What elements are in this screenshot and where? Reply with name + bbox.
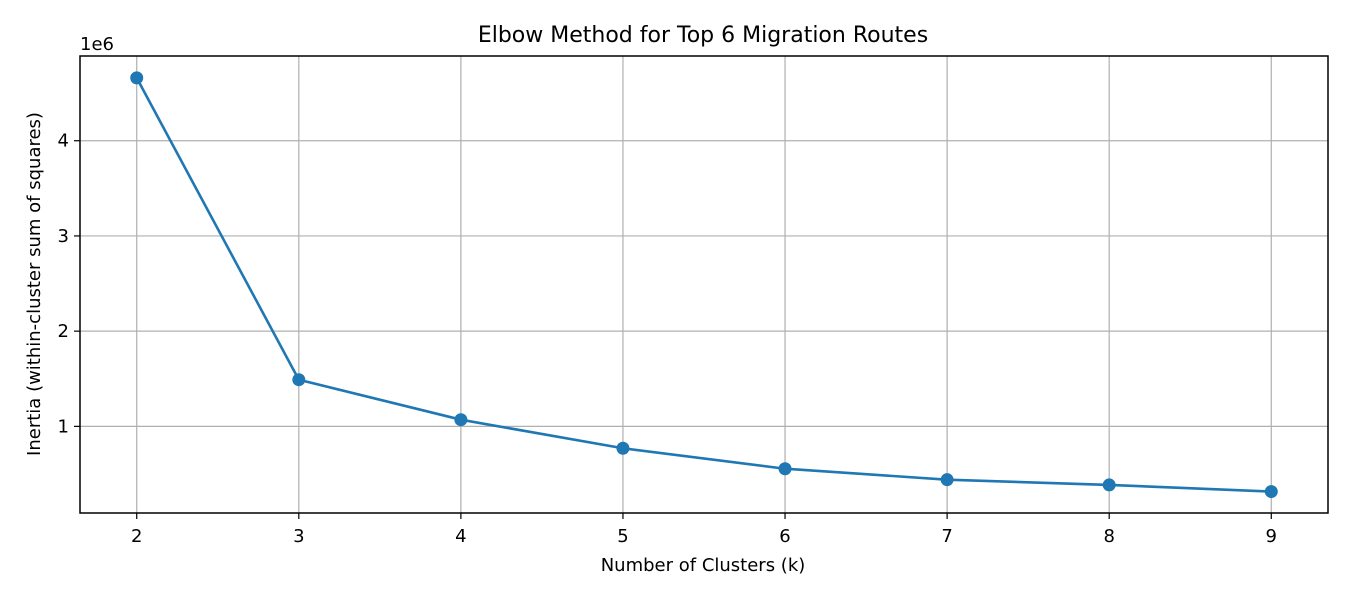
data-point bbox=[616, 441, 630, 455]
data-point bbox=[454, 413, 468, 427]
x-tick-label: 2 bbox=[131, 526, 142, 547]
plot-frame bbox=[79, 55, 1329, 514]
grid-lines bbox=[80, 56, 1328, 513]
x-tick-label: 4 bbox=[455, 526, 466, 547]
data-point bbox=[130, 71, 144, 85]
y-tick-label: 2 bbox=[58, 321, 69, 342]
y-tick-label: 4 bbox=[58, 131, 69, 152]
x-axis-ticks: 2 3 4 5 6 7 8 9 bbox=[131, 513, 1277, 547]
y-axis-label: Inertia (within-cluster sum of squares) bbox=[24, 112, 45, 456]
data-point bbox=[1102, 478, 1116, 492]
x-tick-label: 6 bbox=[779, 526, 790, 547]
x-tick-label: 3 bbox=[293, 526, 304, 547]
y-tick-label: 3 bbox=[58, 226, 69, 247]
series-group bbox=[130, 71, 1278, 499]
x-tick-label: 7 bbox=[941, 526, 952, 547]
y-axis-ticks: 1 2 3 4 bbox=[58, 131, 80, 437]
x-tick-label: 8 bbox=[1103, 526, 1114, 547]
series-line bbox=[135, 77, 1272, 493]
data-point bbox=[778, 462, 792, 476]
y-tick-label: 1 bbox=[58, 416, 69, 437]
y-axis-offset-label: 1e6 bbox=[80, 34, 114, 55]
data-point bbox=[1264, 485, 1278, 499]
data-point bbox=[940, 473, 954, 487]
chart-title: Elbow Method for Top 6 Migration Routes bbox=[478, 23, 928, 48]
x-axis-label: Number of Clusters (k) bbox=[601, 555, 806, 576]
x-tick-label: 5 bbox=[617, 526, 628, 547]
data-point bbox=[292, 373, 306, 387]
x-tick-label: 9 bbox=[1266, 526, 1277, 547]
